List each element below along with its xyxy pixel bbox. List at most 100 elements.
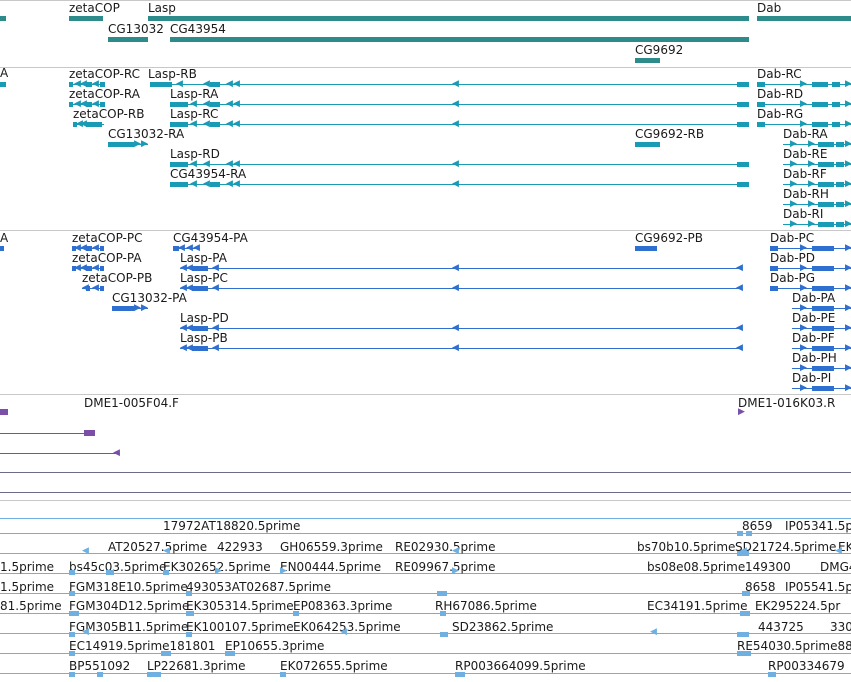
feature-block[interactable] [170, 102, 188, 107]
feature-block[interactable] [100, 246, 104, 251]
feature-label[interactable]: DME1-016K03.R [738, 396, 836, 410]
feature-label[interactable]: CG43954-PA [173, 231, 248, 245]
est-block[interactable] [163, 570, 169, 575]
feature-label[interactable]: RE09967.5prime [395, 560, 496, 574]
feature-block[interactable] [832, 82, 840, 87]
feature-block[interactable] [100, 102, 105, 107]
feature-label[interactable]: A [0, 66, 9, 80]
feature-label[interactable]: zetaCOP-PB [82, 271, 153, 285]
feature-label[interactable]: CG13032 [108, 22, 164, 36]
est-block[interactable] [768, 672, 776, 677]
feature-label[interactable]: Lasp-RC [170, 107, 219, 121]
feature-label[interactable]: Lasp-PA [180, 251, 227, 265]
feature-block[interactable] [86, 246, 92, 251]
feature-label[interactable]: Dab-PE [792, 311, 836, 325]
feature-block[interactable] [818, 202, 834, 207]
feature-label[interactable]: EK072655.5prime [280, 659, 388, 673]
feature-block[interactable] [635, 142, 660, 147]
feature-block[interactable] [812, 306, 834, 311]
feature-label[interactable]: CG13032-RA [108, 127, 185, 141]
feature-block[interactable] [192, 266, 208, 271]
feature-label[interactable]: Dab-PG [770, 271, 816, 285]
feature-block[interactable] [170, 162, 188, 167]
feature-label[interactable]: Lasp-PB [180, 331, 228, 345]
feature-label[interactable]: bs08e08.5prime [647, 560, 746, 574]
feature-block[interactable] [100, 286, 104, 291]
est-block[interactable] [69, 651, 75, 656]
feature-block[interactable] [69, 82, 73, 87]
feature-block[interactable] [170, 122, 188, 127]
feature-label[interactable]: IP05541.5p [785, 580, 851, 594]
feature-block[interactable] [836, 162, 844, 167]
feature-block[interactable] [210, 182, 220, 187]
feature-label[interactable]: bs70b10.5prime [637, 540, 736, 554]
feature-label[interactable]: Dab-PF [792, 331, 835, 345]
feature-label[interactable]: 1.5prime [0, 580, 55, 594]
feature-block[interactable] [836, 142, 844, 147]
est-block[interactable] [225, 651, 235, 656]
feature-label[interactable]: 443725 [758, 620, 804, 634]
feature-label[interactable]: zetaCOP [69, 1, 120, 15]
feature-label[interactable]: Dab-RG [757, 107, 804, 121]
feature-label[interactable]: EC34191.5prime [647, 599, 748, 613]
feature-label[interactable]: 1.5prime [0, 560, 55, 574]
feature-label[interactable]: LP22681.3prime [147, 659, 246, 673]
gene-span-bar[interactable] [69, 16, 103, 21]
feature-label[interactable]: Lasp-RA [170, 87, 219, 101]
feature-label[interactable]: Dab-PC [770, 231, 815, 245]
feature-label[interactable]: Dab-PD [770, 251, 816, 265]
feature-block[interactable] [100, 82, 105, 87]
feature-block[interactable] [818, 222, 834, 227]
est-block[interactable] [440, 611, 446, 616]
feature-label[interactable]: FGM318E10.5prime [69, 580, 188, 594]
feature-label[interactable]: CG9692-PB [635, 231, 704, 245]
feature-label[interactable]: CG9692-RB [635, 127, 705, 141]
feature-block[interactable] [812, 366, 834, 371]
feature-block[interactable] [737, 102, 749, 107]
feature-block[interactable] [86, 82, 92, 87]
feature-label[interactable]: Dab-RC [757, 67, 802, 81]
gene-span-bar[interactable] [635, 58, 660, 63]
feature-block[interactable] [818, 182, 834, 187]
feature-label[interactable]: CG13032-PA [112, 291, 187, 305]
gene-span-bar[interactable] [0, 16, 6, 21]
est-block[interactable] [69, 611, 79, 616]
feature-block[interactable] [757, 102, 765, 107]
gene-span-bar[interactable] [148, 16, 749, 21]
feature-block[interactable] [150, 82, 172, 87]
est-block[interactable] [186, 611, 194, 616]
feature-label[interactable]: Dab-RF [783, 167, 827, 181]
feature-label[interactable]: Dab-RH [783, 187, 829, 201]
feature-label[interactable]: CG43954 [170, 22, 226, 36]
est-block[interactable] [455, 672, 465, 677]
feature-label[interactable]: Dab-RD [757, 87, 804, 101]
feature-block[interactable] [812, 122, 828, 127]
est-block[interactable] [280, 672, 286, 677]
feature-label[interactable]: 17972AT18820.5prime [163, 519, 301, 533]
feature-block[interactable] [0, 82, 6, 87]
feature-label[interactable]: IP05341.5p [785, 519, 851, 533]
feature-label[interactable]: EC14919.5prime181801 [69, 639, 216, 653]
feature-block[interactable] [832, 102, 840, 107]
feature-label[interactable]: Dab-RE [783, 147, 828, 161]
feature-block[interactable] [818, 142, 834, 147]
feature-block[interactable] [812, 286, 834, 291]
gene-span-bar[interactable] [757, 16, 851, 21]
est-block[interactable] [69, 632, 75, 637]
est-block[interactable] [737, 531, 743, 536]
feature-block[interactable] [812, 246, 834, 251]
feature-label[interactable]: Dab-PI [792, 371, 832, 385]
feature-label[interactable]: 493053AT02687.5prime [186, 580, 331, 594]
feature-block[interactable] [770, 266, 778, 271]
feature-label[interactable]: EP10655.3prime [225, 639, 325, 653]
feature-block[interactable] [737, 162, 749, 167]
feature-label[interactable]: RE54030.5prime88 [737, 639, 851, 653]
feature-label[interactable]: 8659 [742, 519, 773, 533]
feature-label[interactable]: EK100107.5prime [186, 620, 294, 634]
est-block[interactable] [742, 591, 750, 596]
est-block[interactable] [106, 570, 114, 575]
clone-end-block[interactable] [84, 430, 95, 436]
feature-label[interactable]: zetaCOP-RA [69, 87, 140, 101]
feature-block[interactable] [737, 122, 749, 127]
est-block[interactable] [737, 632, 749, 637]
